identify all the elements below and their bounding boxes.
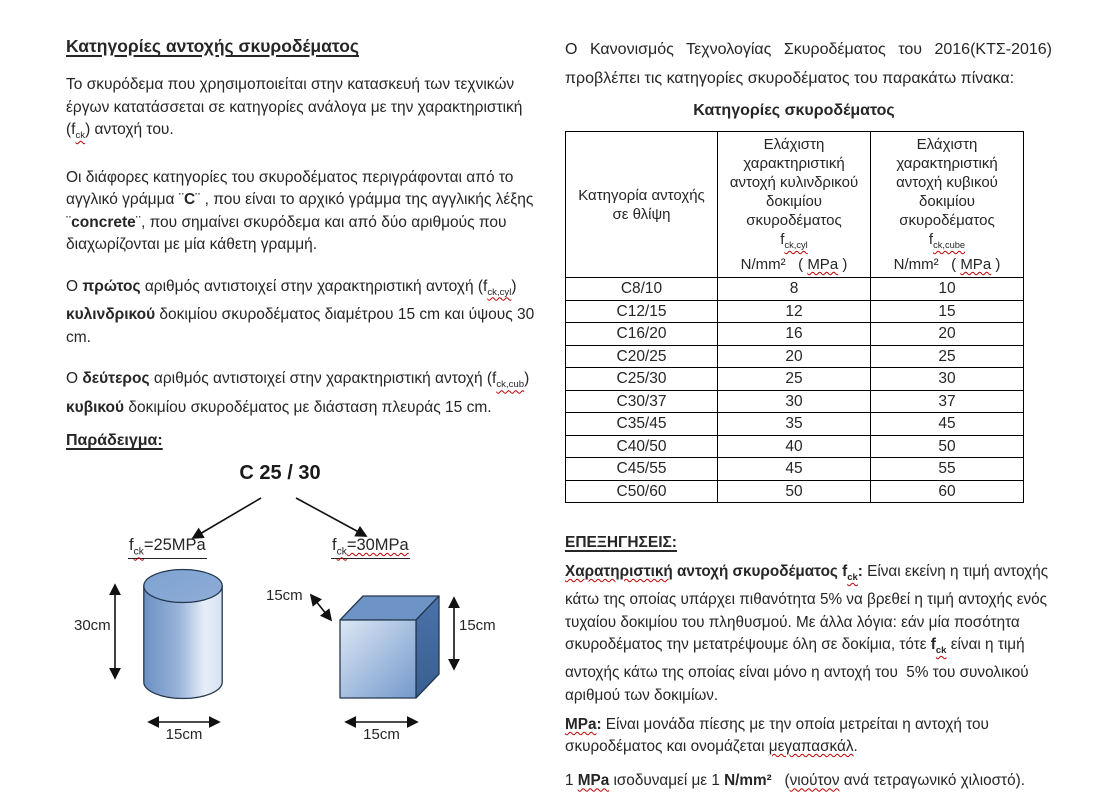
- table-row: C8/10 8 10: [565, 277, 1024, 301]
- paragraph-second-number: Ο δεύτερος αριθμός αντιστοιχεί στην χαρα…: [66, 370, 530, 416]
- cube-depth-label: 15cm: [266, 587, 303, 604]
- table-row: C45/55 45 55: [565, 457, 1024, 481]
- table-cell: 10: [870, 277, 1024, 301]
- table-cell: C50/60: [565, 479, 718, 503]
- header-cylinder-strength: Ελάχιστη χαρακτηριστική αντοχή κυλινδρικ…: [717, 131, 871, 278]
- header-line: Ελάχιστη: [763, 136, 825, 153]
- table-cell: 25: [870, 344, 1024, 368]
- table-row: C25/30 25 30: [565, 367, 1024, 391]
- table-cell: C12/15: [565, 299, 718, 323]
- right-column: Ο Κανονισμός Τεχνολογίας Σκυροδέματος το…: [565, 36, 1052, 800]
- table-row: C20/25 20 25: [565, 344, 1024, 368]
- table-title: Κατηγορίες σκυροδέματος: [693, 102, 895, 119]
- paragraph-first-number: Ο πρώτος αριθμός αντιστοιχεί στην χαρακτ…: [66, 277, 535, 346]
- page-title: Κατηγορίες αντοχής σκυροδέματος: [66, 36, 359, 56]
- cube-height-label: 15cm: [459, 617, 496, 634]
- table-cell: 37: [870, 389, 1024, 413]
- example-diagram: Παράδειγμα: C 25 / 30 fck=25MPa fck=30MP…: [65, 432, 546, 806]
- dimension-arrows: [109, 497, 460, 728]
- table-cell: 20: [870, 322, 1024, 346]
- table-cell: 40: [717, 434, 871, 458]
- table-cell: 30: [870, 367, 1024, 391]
- table-cell: 35: [717, 412, 871, 436]
- table-cell: 55: [870, 457, 1024, 481]
- fck-cyl-symbol: fck,cyl: [780, 231, 808, 250]
- table-row: C35/45 35 45: [565, 412, 1024, 436]
- table-header-row: Κατηγορία αντοχής σε θλίψη Ελάχιστη χαρα…: [565, 131, 1024, 278]
- table-cell: 45: [717, 457, 871, 481]
- table-row: C16/20 16 20: [565, 322, 1024, 346]
- left-column: Κατηγορίες αντοχής σκυροδέματος Το σκυρό…: [66, 36, 547, 438]
- table-cell: C35/45: [565, 412, 718, 436]
- cyl-unit-label: N/mm² ( MPa ): [740, 256, 848, 273]
- header-line: σκυροδέματος: [899, 212, 995, 229]
- table-cell: 15: [870, 299, 1024, 323]
- cube-strength-label: fck=30MPa: [331, 536, 410, 560]
- table-cell: 16: [717, 322, 871, 346]
- table-cell: C25/30: [565, 367, 718, 391]
- table-cell: C16/20: [565, 322, 718, 346]
- table-cell: 25: [717, 367, 871, 391]
- note-mpa-definition: MPa: Είναι μονάδα πίεσης με την οποία με…: [565, 715, 989, 756]
- note-mpa-equivalence: 1 MPa ισοδυναμεί με 1 N/mm² (νιούτον ανά…: [565, 772, 1025, 790]
- header-line: αντοχή κυβικού: [896, 174, 998, 191]
- header-line: χαρακτηριστική: [743, 155, 845, 172]
- cube-depth-arrow: [309, 593, 333, 622]
- header-line: σκυροδέματος: [746, 212, 842, 229]
- cylinder-diameter-label: 15cm: [165, 726, 203, 743]
- concrete-categories-table: Κατηγορία αντοχής σε θλίψη Ελάχιστη χαρα…: [565, 131, 1024, 503]
- table-cell: C8/10: [565, 277, 718, 301]
- table-cell: 50: [717, 479, 871, 503]
- table-cell: 45: [870, 412, 1024, 436]
- header-line: δοκιμίου: [765, 193, 823, 210]
- table-cell: 50: [870, 434, 1024, 458]
- arrow-to-cylinder: [191, 497, 262, 539]
- paragraph-concrete-intro: Το σκυρόδεμα που χρησιμοποιείται στην κα…: [66, 76, 523, 142]
- cube-illustration: [339, 595, 440, 699]
- table-row: C50/60 50 60: [565, 479, 1024, 503]
- header-cube-strength: Ελάχιστη χαρακτηριστική αντοχή κυβικού δ…: [870, 131, 1024, 278]
- cube-width-label: 15cm: [363, 726, 400, 743]
- table-cell: 60: [870, 479, 1024, 503]
- table-row: C30/37 30 37: [565, 389, 1024, 413]
- cylinder-height-label: 30cm: [74, 617, 111, 634]
- table-cell: 8: [717, 277, 871, 301]
- table-cell: 12: [717, 299, 871, 323]
- concrete-class-label: C 25 / 30: [239, 462, 321, 484]
- table-cell: 30: [717, 389, 871, 413]
- fck-cube-symbol: fck,cube: [928, 231, 966, 250]
- header-line: αντοχή κυλινδρικού: [729, 174, 859, 191]
- example-heading: Παράδειγμα:: [66, 432, 163, 449]
- table-cell: C20/25: [565, 344, 718, 368]
- table-row: C40/50 40 50: [565, 434, 1024, 458]
- explanations-heading: ΕΠΕΞΗΓΗΣΕΙΣ:: [565, 534, 677, 551]
- note-characteristic-strength: Χαρατηριστική αντοχή σκυροδέματος fck: Ε…: [565, 563, 1049, 704]
- table-cell: 20: [717, 344, 871, 368]
- table-row: C12/15 12 15: [565, 299, 1024, 323]
- cube-unit-label: N/mm² ( MPa ): [893, 256, 1001, 273]
- cylinder-strength-label: fck=25MPa: [128, 536, 207, 560]
- cylinder-illustration: [143, 568, 223, 700]
- table-cell: C30/37: [565, 389, 718, 413]
- header-line: χαρακτηριστική: [896, 155, 998, 172]
- table-cell: C40/50: [565, 434, 718, 458]
- arrow-to-cube: [295, 497, 368, 537]
- paragraph-category-naming: Οι διάφορες κατηγορίες του σκυροδέματος …: [66, 168, 534, 254]
- header-strength-category: Κατηγορία αντοχής σε θλίψη: [565, 131, 718, 278]
- regulation-paragraph: Ο Κανονισμός Τεχνολογίας Σκυροδέματος το…: [565, 41, 1052, 87]
- header-line: Ελάχιστη: [916, 136, 978, 153]
- header-line: δοκιμίου: [918, 193, 976, 210]
- table-cell: C45/55: [565, 457, 718, 481]
